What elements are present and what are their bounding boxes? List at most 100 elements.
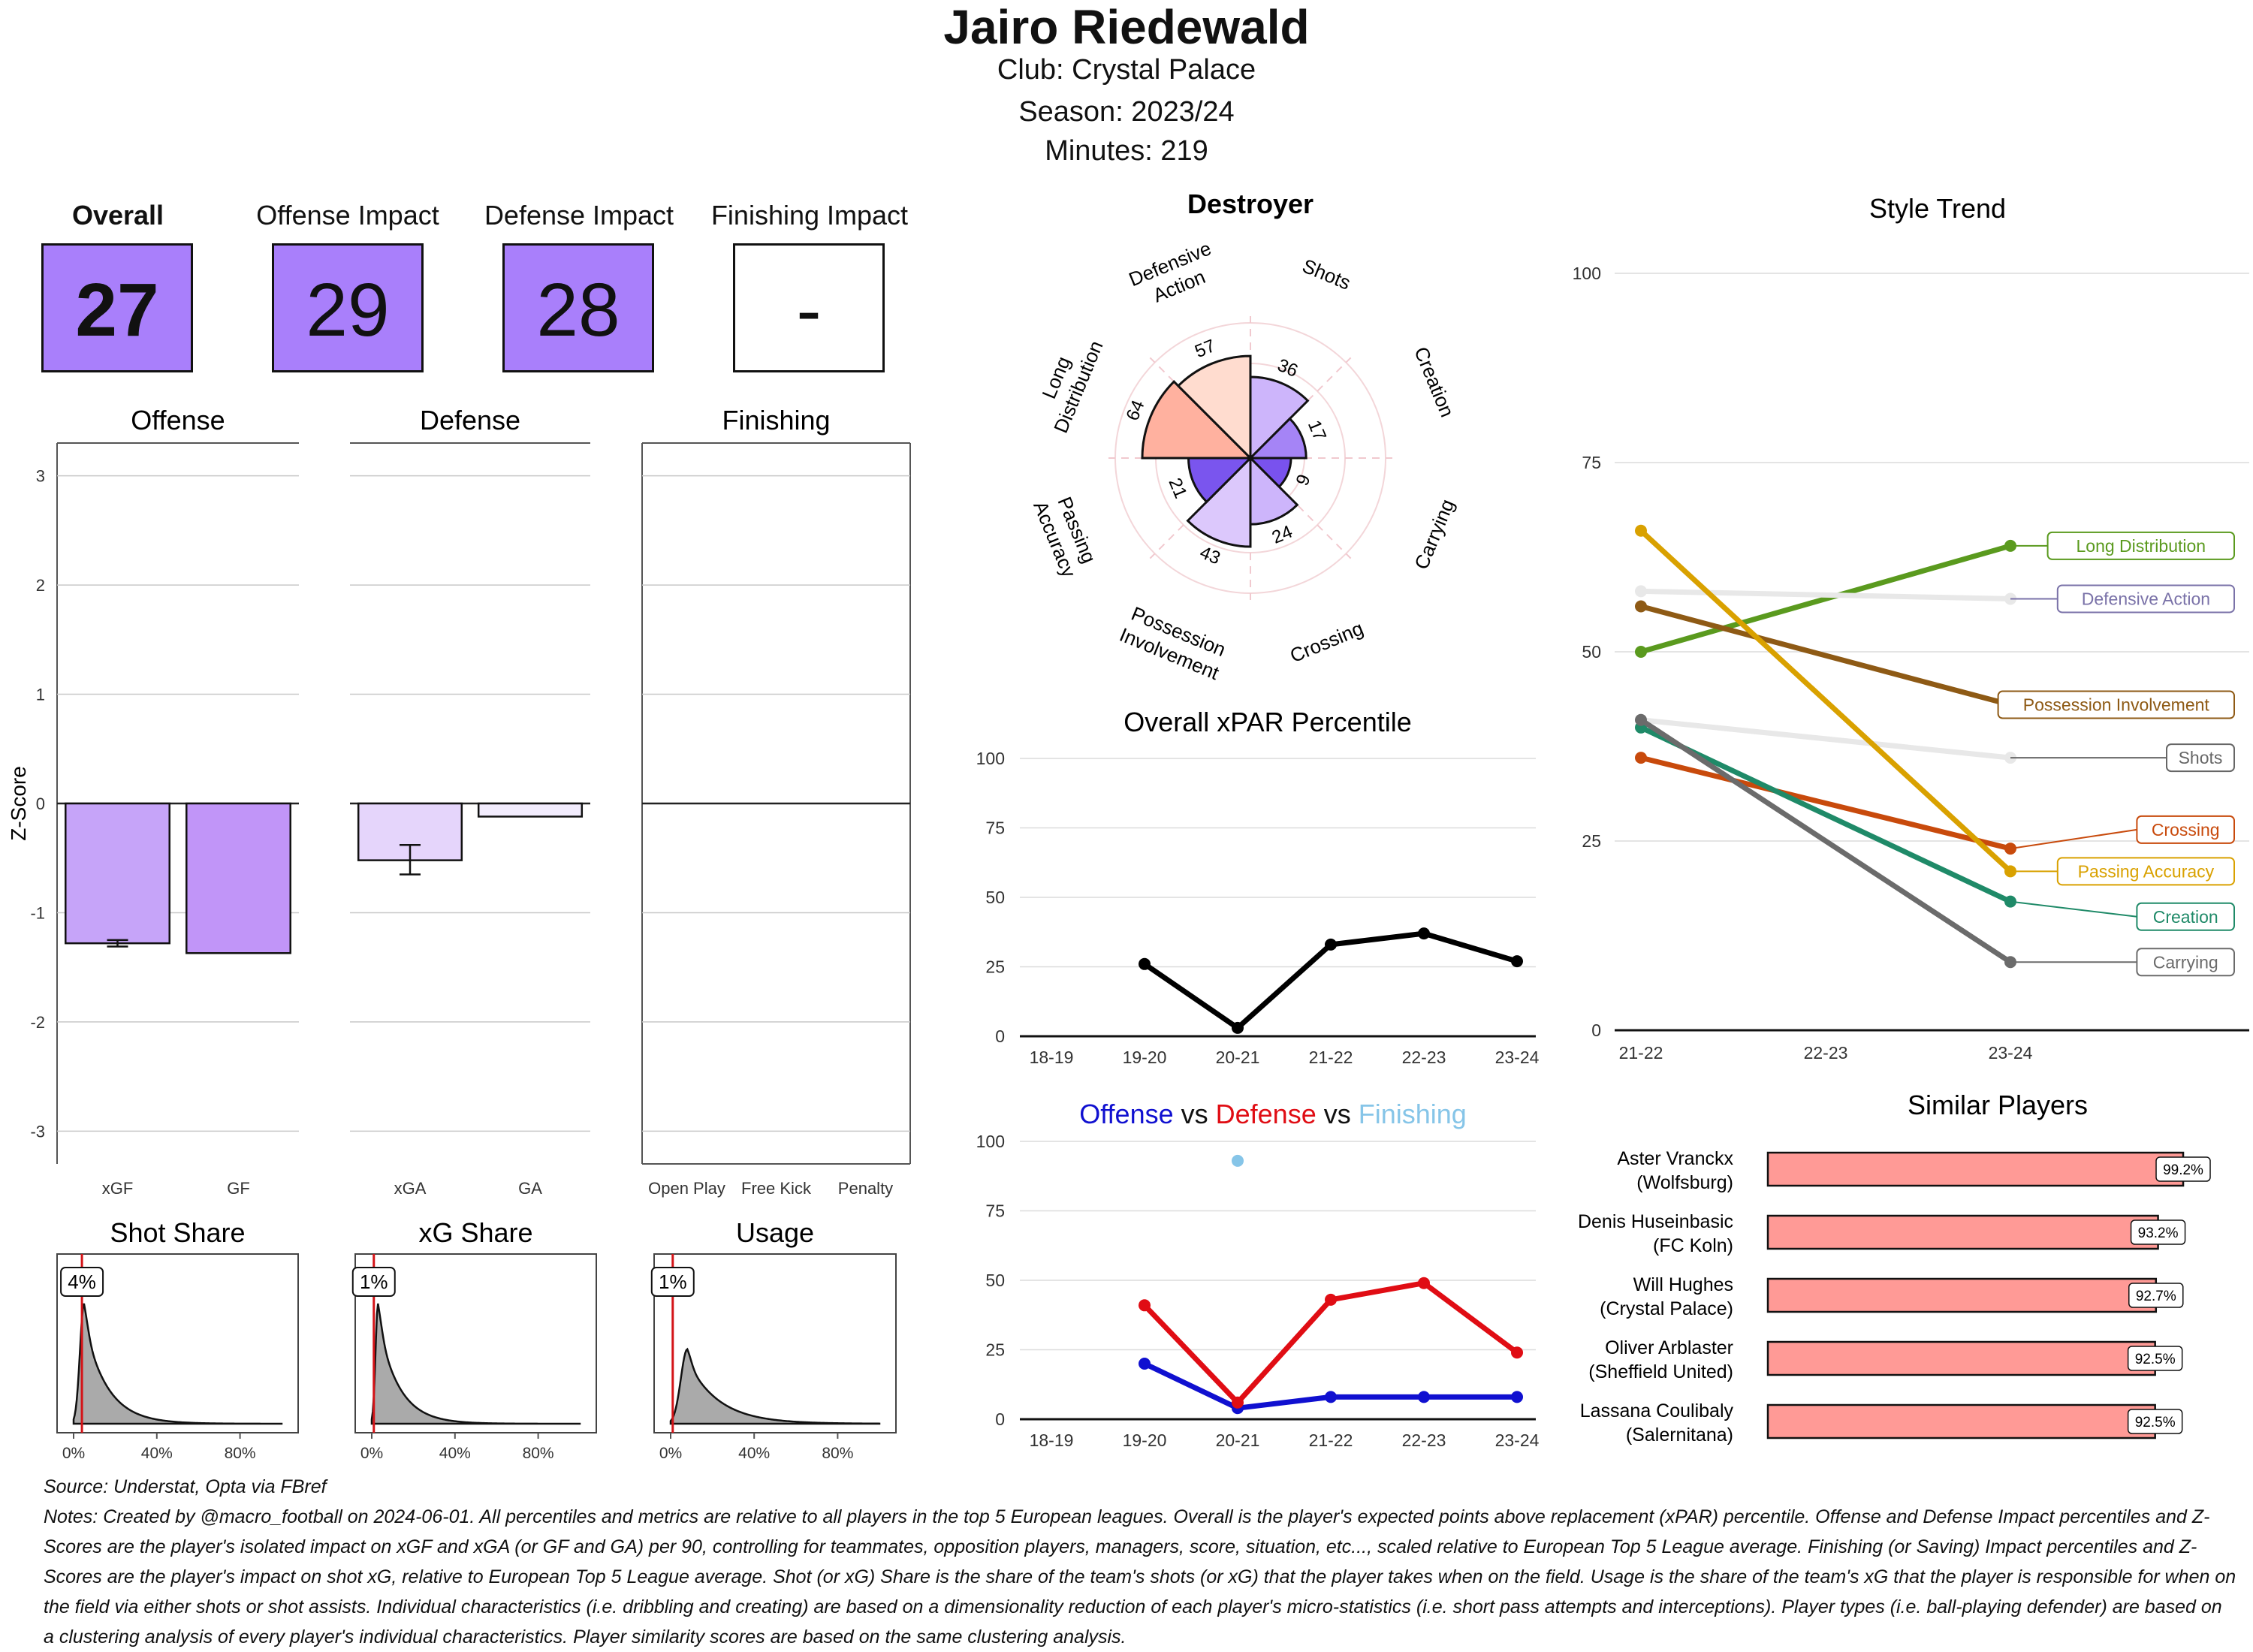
defense-impact-label: Defense Impact: [484, 200, 674, 231]
ovd-title-part: vs: [1174, 1099, 1208, 1129]
zscore-category-label: xGF: [102, 1179, 134, 1198]
line-series-point: [1511, 1346, 1523, 1359]
line-category-label: 22-23: [1402, 1430, 1446, 1450]
zscore-tick-label: 1: [36, 686, 45, 704]
line-tick-label: 50: [985, 1271, 1005, 1290]
radar-value-label: 64: [1123, 397, 1149, 424]
footer-notes: Source: Understat, Opta via FBref Notes:…: [44, 1472, 2236, 1652]
line-tick-label: 25: [985, 957, 1005, 977]
trend-point: [1635, 713, 1647, 726]
trend-label-box: [2136, 902, 2236, 931]
zscore-category-label: Open Play: [648, 1179, 725, 1198]
line-category-label: 19-20: [1123, 1430, 1167, 1450]
radar-value-label: 17: [1304, 418, 1330, 444]
radar-wedge: [1176, 354, 1252, 461]
trend-label-leader: [2010, 828, 2137, 850]
notes-text: Notes: Created by @macro_football on 202…: [44, 1506, 2236, 1647]
line-series-point: [1418, 927, 1430, 940]
similarity-bar: [1766, 1151, 2185, 1187]
line-category-label: 19-20: [1123, 1048, 1167, 1067]
trend-series-line: [1638, 588, 2013, 601]
line-series-point: [1325, 1293, 1337, 1306]
line-category-label: 21-22: [1309, 1430, 1353, 1450]
similarity-value-label: 93.2%: [2138, 1225, 2179, 1241]
distribution-title: xG Share: [418, 1217, 532, 1248]
overall-xpar-chart: Overall xPAR Percentile 0 25 50 75 100 18-19 19…: [976, 707, 1540, 1067]
overall-score: 27: [41, 243, 193, 372]
distribution-tick-label: 40%: [439, 1445, 471, 1462]
radar-spoke: [1250, 457, 1352, 559]
similarity-value-label: 99.2%: [2163, 1162, 2203, 1178]
offense-impact-label: Offense Impact: [256, 200, 439, 231]
trend-series-label: Creation: [2153, 907, 2218, 927]
zscore-tick-label: -2: [30, 1013, 45, 1032]
line-series-point: [1139, 957, 1151, 970]
radar-wedge: [1249, 375, 1310, 461]
trend-point: [1635, 524, 1647, 537]
similar-players-chart: Similar Players Aster Vranckx (Wolfsburg) 9…: [1578, 1090, 2211, 1446]
zscore-category-label: Free Kick: [741, 1179, 812, 1198]
radar-title: Destroyer: [1187, 188, 1313, 219]
zscore-category-label: Penalty: [838, 1179, 893, 1198]
finishing-impact-score: -: [733, 243, 885, 372]
club-line: Club: Crystal Palace: [997, 54, 1256, 86]
similarity-label-box: [2127, 1346, 2183, 1371]
zscore-panel-title: Defense: [420, 405, 520, 436]
distribution-tick-label: 0%: [360, 1445, 383, 1462]
line-category-label: 20-21: [1216, 1048, 1260, 1067]
marker-label: 1%: [360, 1271, 388, 1293]
line-series-point: [1418, 1391, 1430, 1403]
trend-label-box: [1997, 690, 2235, 719]
line-series-point: [1232, 1021, 1244, 1034]
minutes-line: Minutes: 219: [1045, 135, 1208, 167]
distribution-tick-label: 40%: [738, 1445, 770, 1462]
similar-player-name: Aster Vranckx: [1617, 1148, 1733, 1169]
trend-category-label: 21-22: [1619, 1043, 1663, 1063]
trend-tick-label: 100: [1573, 264, 1601, 283]
trend-series-line: [1638, 604, 2013, 708]
style-trend-chart: Style Trend 0 25 50 75 100 21-22 22-23 23-24 Long…: [1573, 193, 2249, 1063]
line-series-point: [1511, 955, 1523, 968]
offense-defense-finishing-chart: Offense vs Defense vs Finishing 0 25 50 75 10…: [976, 1099, 1540, 1450]
trend-series-line: [1638, 543, 2013, 655]
density-curve: [72, 1303, 283, 1425]
density-curve: [370, 1303, 581, 1425]
trend-label-box: [2136, 948, 2236, 977]
radar-axis-label: Shots: [1299, 255, 1354, 294]
line-series-point: [1418, 1277, 1430, 1289]
distribution-tick-label: 0%: [62, 1445, 85, 1462]
finishing-impact-label: Finishing Impact: [710, 200, 909, 231]
line-tick-label: 100: [976, 1132, 1005, 1151]
line-series-point: [1511, 1391, 1523, 1403]
trend-series-line: [1638, 528, 2013, 874]
radar-axis-label: Crossing: [1286, 616, 1366, 667]
line-series-point: [1232, 1396, 1244, 1409]
similar-player-club: (Crystal Palace): [1600, 1298, 1733, 1319]
trend-series-label: Carrying: [2153, 952, 2218, 972]
line-category-label: 18-19: [1030, 1430, 1074, 1450]
similar-player-name: Will Hughes: [1633, 1274, 1733, 1295]
zscore-category-label: GA: [518, 1179, 542, 1198]
line-category-label: 20-21: [1216, 1430, 1260, 1450]
xpar-title: Overall xPAR Percentile: [1123, 707, 1411, 737]
similarity-bar: [1766, 1277, 2158, 1313]
radar-wedge: [1247, 417, 1307, 460]
radar-axis-label: PassingAccuracy: [1029, 489, 1102, 581]
player-name: Jairo Riedewald: [943, 0, 1310, 54]
radar-axis-label: DefensiveAction: [1126, 237, 1224, 313]
destroyer-radar: Destroyer36Shots17Creation9Carrying24Cro…: [1029, 188, 1458, 685]
line-tick-label: 0: [995, 1409, 1005, 1429]
ovd-title-part: Finishing: [1351, 1099, 1467, 1129]
distribution-tick-label: 40%: [141, 1445, 173, 1462]
line-series-point: [1232, 1154, 1244, 1167]
radar-axis-label-line: Creation: [1410, 343, 1458, 420]
similar-player-club: (Sheffield United): [1588, 1361, 1733, 1382]
radar-value-label: 57: [1192, 336, 1218, 362]
trend-series-label: Possession Involvement: [2023, 695, 2210, 715]
trend-series-label: Long Distribution: [2076, 536, 2206, 556]
radar-value-label: 43: [1197, 542, 1223, 568]
zscore-tick-label: 0: [36, 794, 45, 813]
zscore-category-label: xGA: [394, 1179, 427, 1198]
radar-value-label: 21: [1164, 475, 1190, 502]
distribution-frame: [653, 1253, 897, 1433]
